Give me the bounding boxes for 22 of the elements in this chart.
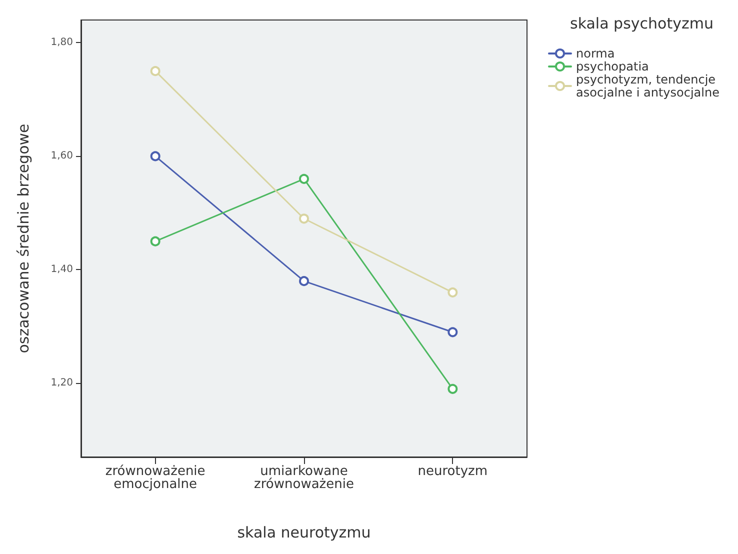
point bbox=[448, 287, 458, 298]
x-axis-title: skala neurotyzmu bbox=[237, 524, 371, 542]
legend-title: skala psychotyzmu bbox=[570, 14, 714, 32]
x-tick-label: zrównoważenie emocjonalne bbox=[105, 464, 206, 492]
y-tick-label: 1,20 bbox=[50, 378, 73, 389]
y-tick-label: 1,80 bbox=[50, 37, 73, 48]
y-axis-title: oszacowane średnie brzegowe bbox=[14, 124, 32, 354]
legend-label: psychotyzm, tendencje asocjalne i antysocjalne bbox=[576, 72, 720, 100]
point bbox=[448, 327, 458, 338]
legend-label: psychopatia bbox=[576, 60, 649, 74]
point bbox=[299, 174, 309, 184]
y-tick-label: 1,60 bbox=[50, 150, 73, 162]
x-tick-label: neurotyzm bbox=[418, 464, 488, 479]
point bbox=[150, 66, 160, 76]
y-tick-label: 1,40 bbox=[50, 264, 73, 276]
point bbox=[150, 151, 160, 162]
legend-label: norma bbox=[576, 46, 615, 60]
point bbox=[299, 276, 309, 286]
point bbox=[299, 214, 309, 224]
point bbox=[448, 384, 458, 394]
point bbox=[150, 236, 160, 246]
x-tick-label: umiarkowane zrównoważenie bbox=[254, 464, 354, 492]
